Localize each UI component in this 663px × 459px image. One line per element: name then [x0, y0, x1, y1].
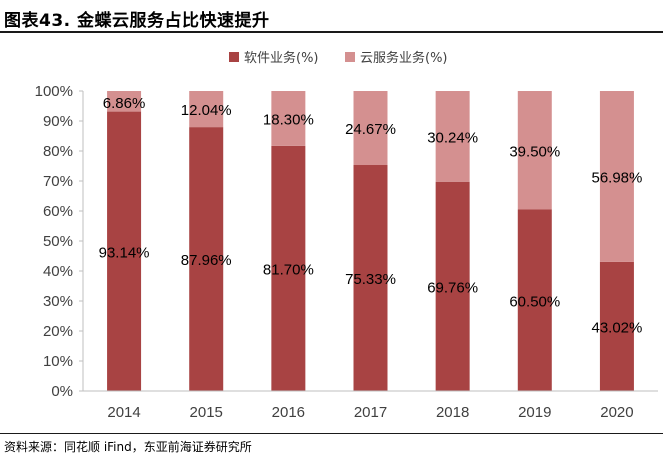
cloud-data-label-2018: 30.24% — [427, 129, 478, 146]
cloud-data-label-2016: 18.30% — [263, 111, 314, 128]
software-data-label-2019: 60.50% — [509, 293, 560, 310]
cloud-data-label-2017: 24.67% — [345, 121, 396, 138]
cloud-data-label-2014: 6.86% — [103, 95, 146, 112]
legend-software-swatch — [229, 52, 239, 62]
cloud-bar-2019 — [517, 91, 552, 210]
software-data-label-2016: 81.70% — [263, 261, 314, 278]
legend: 软件业务(%) 云服务业务(%) — [229, 50, 448, 66]
y-tick-label: 0% — [51, 383, 73, 400]
bars: 93.14% 6.86% 87.96% 12.04% 81.70% 18.30% 75.33… — [99, 91, 642, 392]
x-tick-label-2019: 2019 — [518, 404, 551, 421]
x-tick-label-2020: 2020 — [600, 404, 633, 421]
cloud-data-label-2019: 39.50% — [509, 143, 560, 160]
legend-software-label: 软件业务(%) — [244, 50, 319, 66]
footer-divider — [0, 433, 663, 434]
software-data-label-2015: 87.96% — [181, 252, 232, 269]
software-data-label-2018: 69.76% — [427, 279, 478, 296]
x-axis: 2014 2015 2016 2017 2018 2019 2020 — [83, 390, 658, 421]
cloud-bar-2017 — [353, 91, 388, 166]
x-tick-label-2015: 2015 — [190, 404, 223, 421]
cloud-bar-2016 — [271, 91, 306, 146]
y-tick-label: 80% — [43, 143, 73, 160]
x-tick-label-2017: 2017 — [354, 404, 387, 421]
y-axis: 0% 10% 20% 30% 40% 50% 60% 70% 80% 90% 100% — [35, 83, 84, 400]
y-tick-label: 60% — [43, 203, 73, 220]
cloud-bar-2015 — [189, 91, 224, 128]
legend-cloud-label: 云服务业务(%) — [360, 50, 448, 66]
software-data-label-2014: 93.14% — [99, 244, 150, 261]
y-tick-label: 50% — [43, 233, 73, 250]
y-tick-label: 70% — [43, 173, 73, 190]
chart-title: 图表43. 金蝶云服务占比快速提升 — [4, 11, 270, 31]
y-tick-label: 90% — [43, 113, 73, 130]
cloud-bar-2014 — [107, 91, 142, 112]
x-tick-label-2014: 2014 — [107, 404, 140, 421]
y-tick-label: 100% — [35, 83, 73, 100]
software-data-label-2020: 43.02% — [591, 319, 642, 336]
software-bar-2018 — [435, 181, 470, 391]
cloud-data-label-2020: 56.98% — [591, 169, 642, 186]
software-bar-2015 — [189, 127, 224, 392]
software-bar-2016 — [271, 145, 306, 391]
cloud-bar-2018 — [435, 91, 470, 182]
x-tick-label-2016: 2016 — [272, 404, 305, 421]
legend-cloud-swatch — [345, 52, 355, 62]
software-bar-2017 — [353, 165, 388, 391]
cloud-data-label-2015: 12.04% — [181, 102, 232, 119]
y-tick-label: 30% — [43, 293, 73, 310]
y-tick-label: 40% — [43, 263, 73, 280]
software-data-label-2017: 75.33% — [345, 271, 396, 288]
y-tick-label: 20% — [43, 323, 73, 340]
x-tick-label-2018: 2018 — [436, 404, 469, 421]
software-bar-2014 — [107, 111, 142, 391]
software-bar-2020 — [599, 261, 634, 391]
software-bar-2019 — [517, 209, 552, 391]
source-note: 资料来源：同花顺 iFind，东亚前海证券研究所 — [4, 440, 252, 454]
cloud-bar-2020 — [599, 91, 634, 262]
y-tick-label: 10% — [43, 353, 73, 370]
title-divider — [0, 31, 663, 33]
